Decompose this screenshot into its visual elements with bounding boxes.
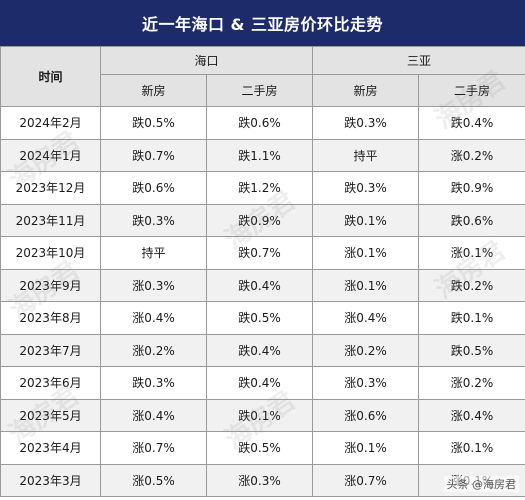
cell-haikou-new: 涨0.4% [100,398,207,432]
column-header-haikou-second: 二手房 [205,74,314,107]
price-trend-table: 时间 海口 三亚 新房 二手房 新房 二手房 2024年2月 跌0.5% 跌0.6%… [0,46,525,497]
cell-sanya-second: 涨0.2% [418,138,525,172]
cell-time: 2023年3月 [0,463,101,497]
column-header-time: 时间 [0,46,101,107]
cell-time: 2023年9月 [0,268,101,302]
cell-time: 2024年1月 [0,138,101,172]
column-header-sanya-new: 新房 [312,74,420,107]
table-row: 2023年4月 涨0.7% 跌0.5% 涨0.1% 涨0.1% [0,431,525,465]
cell-haikou-second: 跌0.4% [205,366,314,400]
cell-sanya-new: 跌0.1% [312,203,420,237]
cell-time: 2023年12月 [0,171,101,205]
page-title: 近一年海口 & 三亚房价环比走势 [0,0,525,46]
table-row: 2024年1月 跌0.7% 跌1.1% 持平 涨0.2% [0,138,525,172]
cell-time: 2023年8月 [0,301,101,335]
cell-sanya-second: 跌0.6% [418,203,525,237]
cell-haikou-new: 跌0.3% [100,366,207,400]
cell-sanya-second: 跌0.1% [418,301,525,335]
cell-haikou-second: 跌0.7% [205,236,314,270]
table-row: 2023年7月 涨0.2% 跌0.4% 涨0.2% 跌0.5% [0,333,525,367]
cell-sanya-second: 跌0.4% [418,106,525,140]
cell-time: 2023年7月 [0,333,101,367]
table-row: 2023年9月 涨0.3% 跌0.4% 涨0.1% 跌0.2% [0,268,525,302]
column-header-sanya-second: 二手房 [418,74,525,107]
cell-time: 2023年5月 [0,398,101,432]
cell-haikou-second: 跌0.1% [205,398,314,432]
table-row: 2023年10月 持平 跌0.7% 涨0.1% 涨0.1% [0,236,525,270]
cell-sanya-new: 涨0.4% [312,301,420,335]
cell-sanya-new: 跌0.3% [312,106,420,140]
cell-sanya-new: 持平 [312,138,420,172]
table-row: 2023年6月 跌0.3% 跌0.4% 涨0.3% 涨0.2% [0,366,525,400]
cell-sanya-new: 涨0.1% [312,431,420,465]
table-row: 2023年5月 涨0.4% 跌0.1% 涨0.6% 涨0.4% [0,398,525,432]
cell-haikou-second: 跌0.6% [205,106,314,140]
cell-sanya-new: 涨0.3% [312,366,420,400]
cell-haikou-new: 涨0.5% [100,463,207,497]
cell-sanya-new: 涨0.6% [312,398,420,432]
cell-sanya-new: 跌0.3% [312,171,420,205]
cell-haikou-new: 涨0.4% [100,301,207,335]
cell-haikou-new: 涨0.7% [100,431,207,465]
cell-sanya-second: 跌0.5% [418,333,525,367]
cell-haikou-second: 跌1.2% [205,171,314,205]
table-row: 2023年12月 跌0.6% 跌1.2% 跌0.3% 跌0.9% [0,171,525,205]
cell-sanya-new: 涨0.7% [312,463,420,497]
cell-sanya-new: 涨0.1% [312,268,420,302]
cell-time: 2024年2月 [0,106,101,140]
cell-sanya-second: 涨0.1% [418,236,525,270]
cell-haikou-new: 涨0.3% [100,268,207,302]
column-header-haikou-new: 新房 [100,74,207,107]
cell-haikou-new: 跌0.3% [100,203,207,237]
cell-sanya-second: 涨0.4% [418,398,525,432]
cell-haikou-new: 持平 [100,236,207,270]
cell-haikou-second: 跌0.4% [205,268,314,302]
cell-sanya-new: 涨0.1% [312,236,420,270]
cell-haikou-second: 跌0.5% [205,431,314,465]
column-header-haikou: 海口 [99,46,314,75]
cell-time: 2023年4月 [0,431,101,465]
cell-haikou-second: 跌1.1% [205,138,314,172]
cell-haikou-second: 涨0.3% [205,463,314,497]
cell-haikou-second: 跌0.9% [205,203,314,237]
cell-haikou-new: 涨0.2% [100,333,207,367]
cell-sanya-second: 涨0.2% [418,366,525,400]
cell-haikou-new: 跌0.5% [100,106,207,140]
cell-haikou-new: 跌0.7% [100,138,207,172]
cell-haikou-second: 跌0.4% [205,333,314,367]
footer-credit: 头条 @海房君 [443,476,519,492]
cell-haikou-new: 跌0.6% [100,171,207,205]
cell-haikou-second: 跌0.5% [205,301,314,335]
cell-time: 2023年11月 [0,203,101,237]
column-header-sanya: 三亚 [312,46,525,75]
table-row: 2023年8月 涨0.4% 跌0.5% 涨0.4% 跌0.1% [0,301,525,335]
cell-sanya-second: 跌0.2% [418,268,525,302]
cell-time: 2023年10月 [0,236,101,270]
table-row: 2023年11月 跌0.3% 跌0.9% 跌0.1% 跌0.6% [0,203,525,237]
cell-sanya-second: 跌0.9% [418,171,525,205]
cell-time: 2023年6月 [0,366,101,400]
cell-sanya-second: 涨0.1% [418,431,525,465]
table-row: 2024年2月 跌0.5% 跌0.6% 跌0.3% 跌0.4% [0,106,525,140]
cell-sanya-new: 涨0.2% [312,333,420,367]
